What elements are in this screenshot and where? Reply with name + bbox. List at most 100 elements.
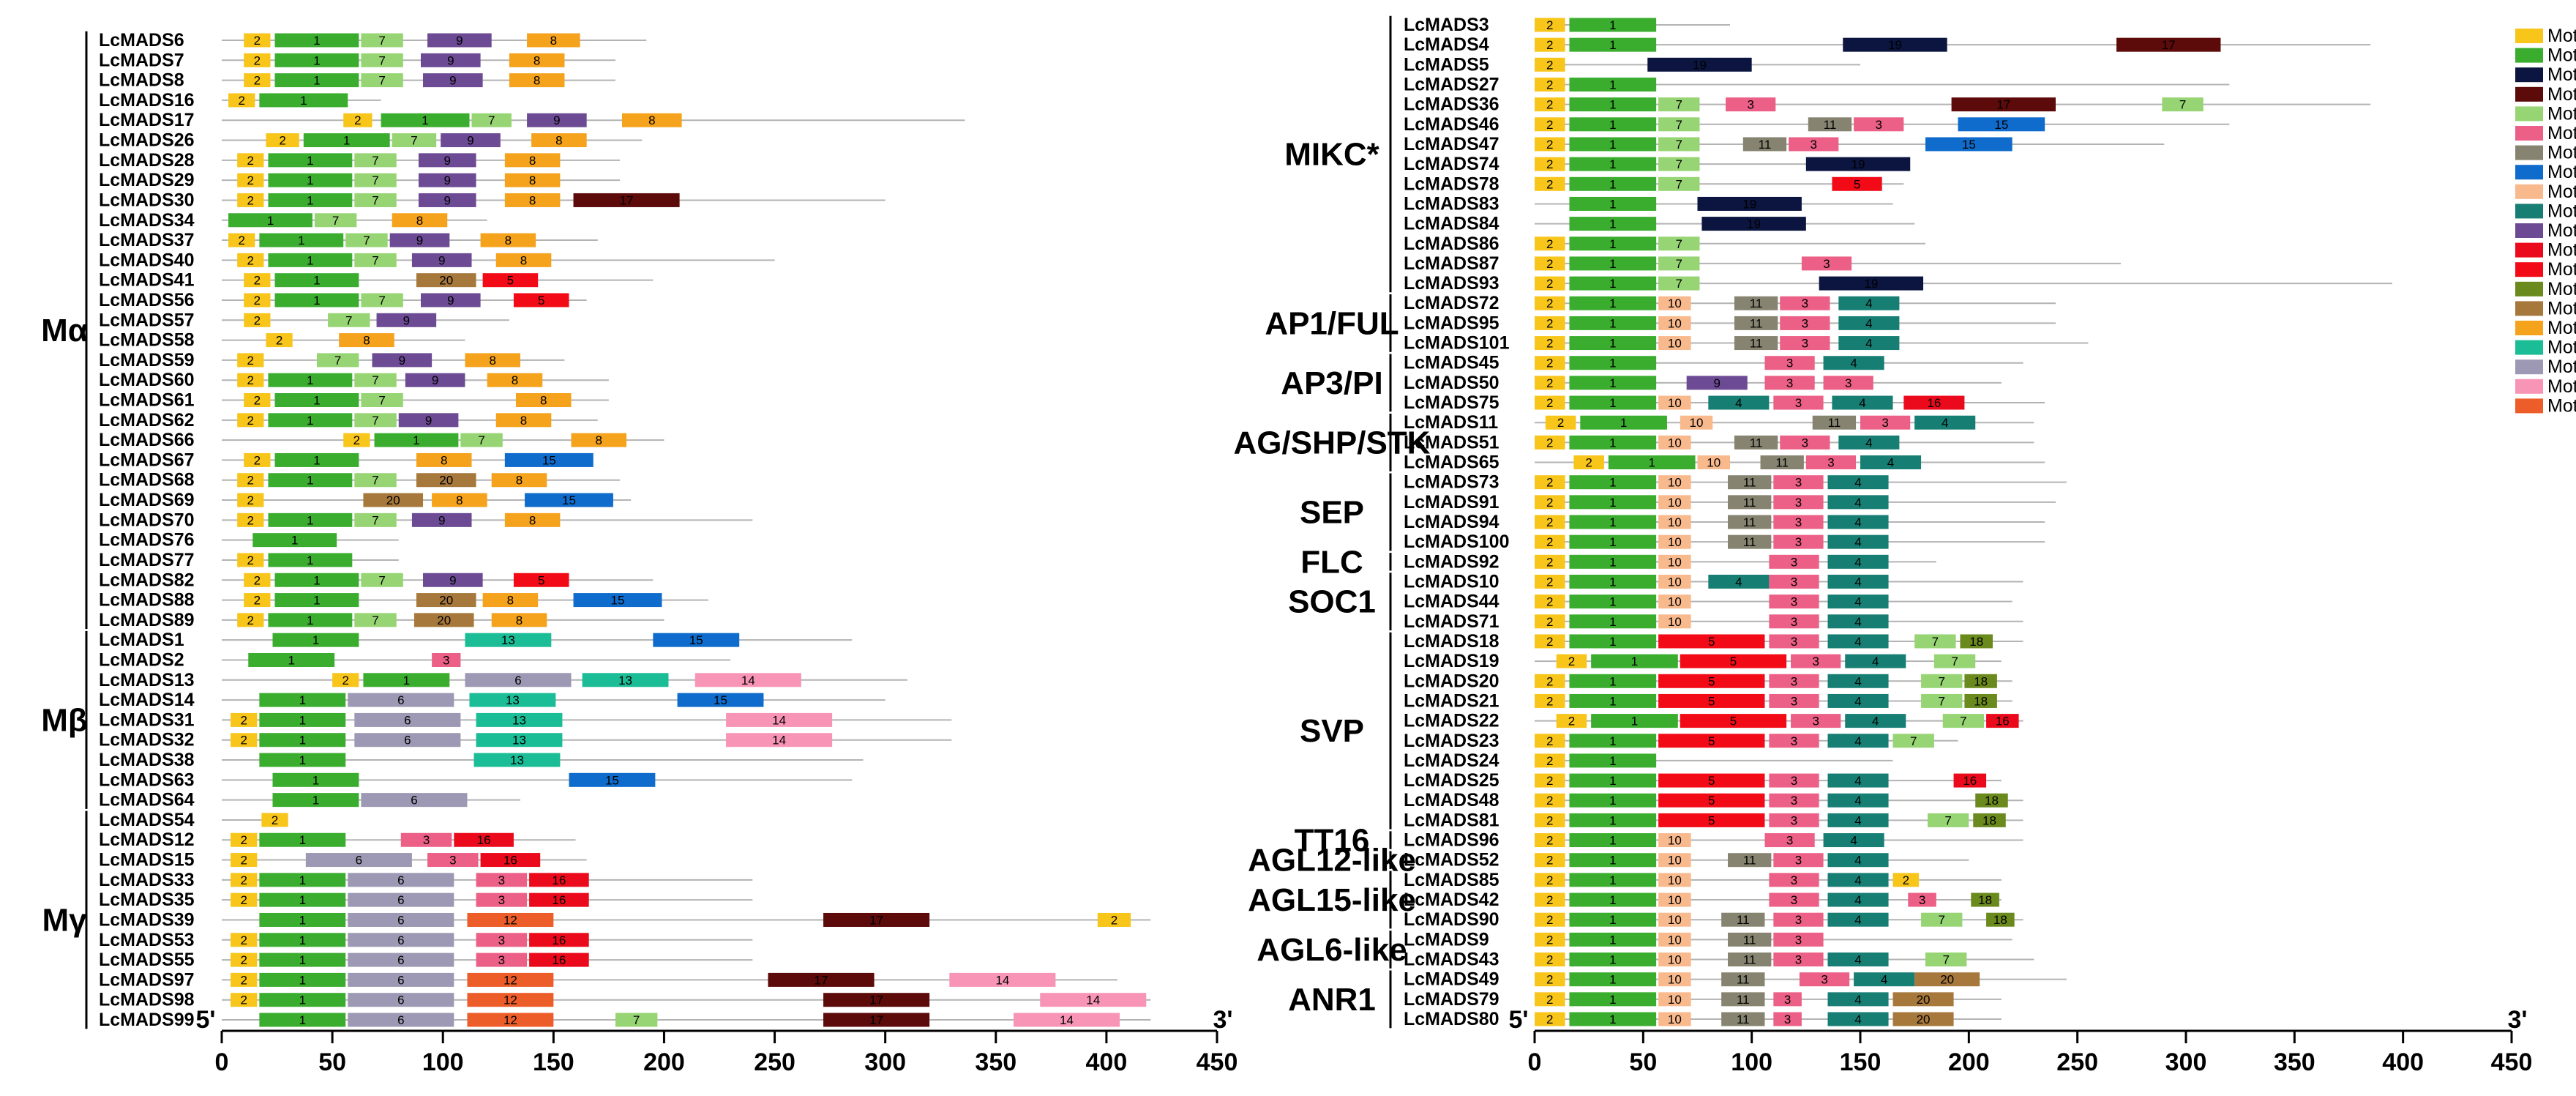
gene-name: LcMADS56 — [99, 290, 195, 310]
motif-3-box: 3 — [1860, 415, 1911, 430]
motif-rect — [268, 153, 353, 168]
motif-11-box: 11 — [1728, 515, 1772, 529]
motif-9-box: 9 — [411, 253, 472, 267]
motif-rect — [480, 233, 536, 247]
motif-1-box: 1 — [274, 73, 359, 88]
motif-number: 7 — [378, 34, 385, 48]
motif-4-box: 4 — [1827, 614, 1889, 629]
motif-number: 7 — [1939, 674, 1945, 688]
motif-rect — [1854, 117, 1904, 132]
motif-number: 4 — [1865, 337, 1872, 351]
motif-2-box: 2 — [244, 393, 271, 408]
gene-row: LcMADS86 2 1 7 — [1404, 234, 1925, 254]
motif-number: 3 — [1795, 854, 1802, 868]
motif-number: 6 — [514, 674, 521, 687]
motif-2-box: 2 — [244, 53, 271, 67]
motif-number: 4 — [1854, 993, 1861, 1007]
motif-rect — [1769, 813, 1819, 827]
legend-swatch — [2515, 340, 2543, 355]
motif-1-box: 1 — [259, 832, 346, 847]
motif-number: 1 — [313, 394, 320, 408]
motif-rect — [1658, 734, 1765, 748]
motif-number: 3 — [1802, 337, 1808, 351]
motif-number: 2 — [1557, 416, 1564, 430]
motif-3-box: 3 — [1773, 534, 1824, 549]
motif-number: 1 — [1609, 118, 1616, 132]
motif-rect — [332, 673, 359, 687]
motif-number: 15 — [714, 693, 727, 707]
gene-name: LcMADS63 — [99, 769, 195, 790]
gene-name: LcMADS13 — [99, 670, 195, 690]
motif-16-box: 16 — [454, 832, 514, 847]
gene-row: LcMADS77 2 1 — [99, 550, 399, 570]
motif-number: 1 — [307, 154, 313, 168]
motif-rect — [1697, 455, 1730, 470]
motif-2-box: 2 — [237, 413, 264, 428]
motif-number: 18 — [1974, 674, 1988, 688]
motif-1-box: 1 — [1569, 813, 1657, 827]
motif-rect — [1569, 833, 1657, 848]
motif-1-box: 1 — [259, 912, 346, 927]
gene-name: LcMADS82 — [99, 570, 195, 590]
motif-number: 2 — [254, 573, 261, 587]
motif-number: 2 — [1546, 933, 1553, 947]
motif-number: 1 — [1609, 337, 1616, 351]
motif-10-box: 10 — [1658, 495, 1691, 510]
motif-rect — [1040, 993, 1147, 1007]
motif-number: 2 — [247, 354, 254, 368]
motif-rect — [237, 373, 264, 387]
motif-number: 13 — [512, 713, 526, 727]
motif-rect — [1769, 693, 1819, 708]
motif-13-box: 13 — [465, 633, 552, 647]
motif-rect — [1942, 714, 1985, 728]
motif-number: 4 — [1854, 813, 1861, 827]
gene-name: LcMADS16 — [99, 90, 195, 111]
motif-1-box: 1 — [268, 512, 353, 527]
motif-rect — [504, 153, 561, 168]
motif-rect — [1964, 693, 1997, 708]
motif-number: 14 — [995, 973, 1009, 987]
motif-number: 13 — [618, 674, 632, 687]
motif-2-box: 2 — [231, 972, 258, 987]
motif-1-box: 1 — [1608, 455, 1696, 470]
motif-number: 11 — [1750, 297, 1763, 310]
motif-number: 10 — [1668, 515, 1682, 529]
motif-rect — [476, 873, 528, 887]
motif-number: 1 — [299, 953, 306, 967]
motif-rect — [231, 993, 258, 1007]
motif-number: 6 — [397, 994, 404, 1007]
motif-number: 2 — [240, 933, 247, 947]
motif-number: 1 — [1609, 794, 1616, 808]
motif-number: 4 — [1850, 834, 1857, 848]
gene-row: LcMADS7 2 1 7 9 8 — [99, 50, 615, 70]
motif-number: 18 — [1969, 635, 1983, 649]
motif-10-box: 10 — [1680, 415, 1713, 430]
motif-number: 2 — [240, 873, 247, 887]
motif-rect — [348, 953, 454, 967]
motif-2-box: 2 — [1535, 953, 1565, 967]
motif-rect — [1827, 912, 1889, 927]
motif-rect — [1808, 117, 1852, 132]
gene-row: LcMADS25 2 1 5 3 4 16 — [1404, 770, 2002, 791]
motif-1-box: 1 — [1569, 753, 1657, 768]
motif-rect — [268, 373, 353, 387]
motif-4-box: 4 — [1827, 475, 1889, 490]
motif-rect — [1827, 892, 1889, 907]
motif-rect — [1658, 972, 1691, 987]
motif-number: 16 — [477, 833, 491, 847]
motif-number: 10 — [1668, 476, 1682, 490]
motif-4-box: 4 — [1827, 773, 1889, 788]
motif-1-box: 1 — [259, 892, 346, 907]
motif-number: 2 — [247, 614, 254, 627]
gene-row: LcMADS12 2 1 3 16 — [99, 830, 576, 850]
motif-1-box: 1 — [1569, 157, 1657, 171]
motif-number: 2 — [254, 394, 261, 408]
motif-3-box: 3 — [1805, 455, 1857, 470]
motif-2-box: 2 — [231, 953, 258, 967]
gene-name: LcMADS80 — [1404, 1009, 1499, 1029]
motif-7-box: 7 — [354, 373, 397, 387]
motif-3-box: 3 — [1780, 336, 1830, 351]
motif-number: 2 — [1546, 376, 1553, 390]
motif-rect — [1535, 853, 1565, 868]
